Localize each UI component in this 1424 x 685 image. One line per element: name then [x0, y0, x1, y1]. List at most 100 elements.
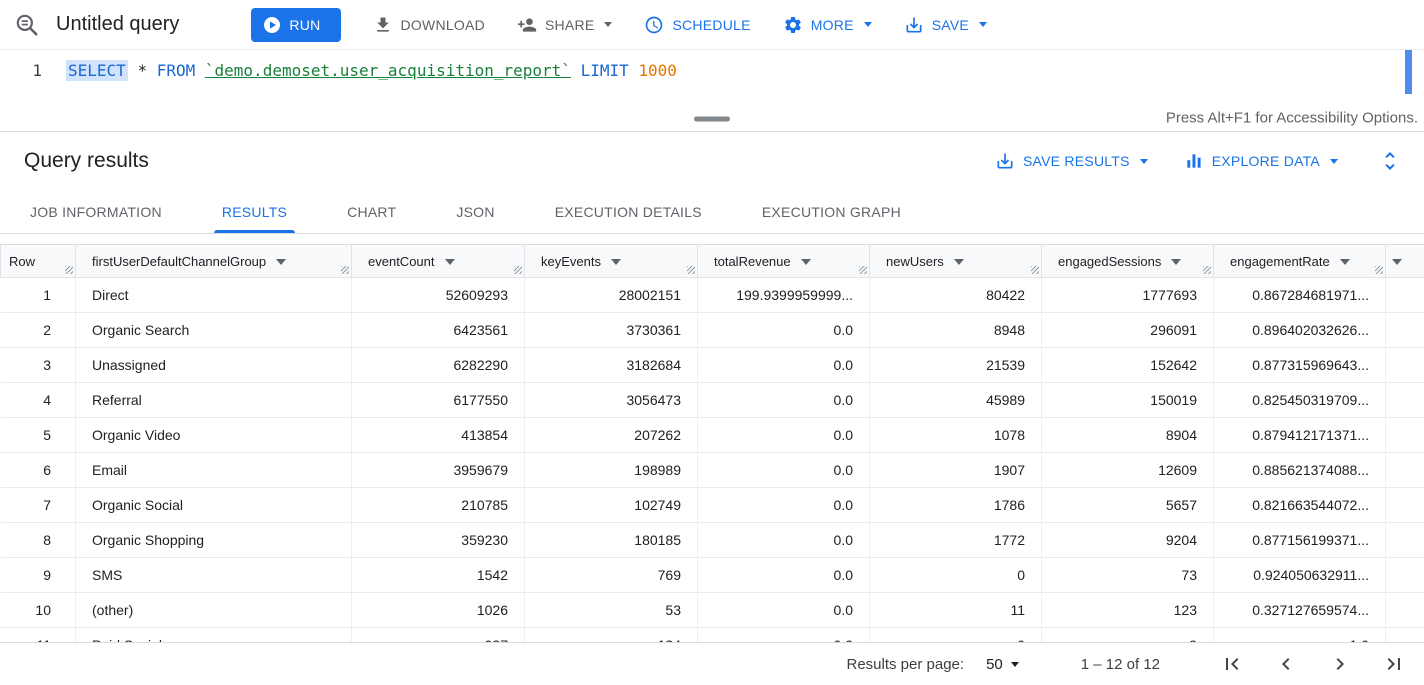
column-sort-dropdown-icon[interactable] [1392, 259, 1402, 265]
column-header-overflow[interactable] [1386, 245, 1424, 278]
run-button[interactable]: RUN [251, 8, 340, 42]
page-size-select[interactable]: 50 [986, 656, 1019, 673]
cell-engagedSessions: 150019 [1042, 383, 1214, 418]
cell-engagedSessions: 9 [1042, 628, 1214, 643]
last-page-button[interactable] [1374, 644, 1414, 684]
cell-engagementRate: 0.825450319709... [1214, 383, 1386, 418]
column-header-Row[interactable]: Row [1, 245, 76, 278]
column-resize-handle[interactable] [341, 266, 349, 274]
schedule-button[interactable]: SCHEDULE [644, 15, 750, 35]
unfold-more-icon [1378, 149, 1402, 173]
first-page-button[interactable] [1212, 644, 1252, 684]
tab-results[interactable]: RESULTS [192, 190, 317, 233]
column-sort-dropdown-icon[interactable] [1340, 259, 1350, 265]
cell-totalRevenue: 0.0 [698, 488, 870, 523]
cell-engagementRate: 0.877315969643... [1214, 348, 1386, 383]
editor-scrollbar[interactable] [1405, 50, 1412, 94]
query-title: Untitled query [56, 13, 179, 36]
table-row: 9SMS15427690.00730.924050632911... [1, 558, 1424, 593]
cell-firstUserDefaultChannelGroup: Direct [76, 278, 352, 313]
column-resize-handle[interactable] [1203, 266, 1211, 274]
row-number-cell: 3 [1, 348, 76, 383]
cell-newUsers: 21539 [870, 348, 1042, 383]
column-header-engagementRate[interactable]: engagementRate [1214, 245, 1386, 278]
column-resize-handle[interactable] [859, 266, 867, 274]
expand-results-button[interactable] [1378, 149, 1402, 173]
table-row: 3Unassigned628229031826840.0215391526420… [1, 348, 1424, 383]
cell-engagedSessions: 123 [1042, 593, 1214, 628]
tab-json[interactable]: JSON [426, 190, 524, 233]
panel-splitter[interactable]: Press Alt+F1 for Accessibility Options. [0, 107, 1424, 131]
column-sort-dropdown-icon[interactable] [276, 259, 286, 265]
cell-newUsers: 80422 [870, 278, 1042, 313]
cell-firstUserDefaultChannelGroup: Email [76, 453, 352, 488]
row-number-cell: 11 [1, 628, 76, 643]
query-toolbar: Untitled query RUN DOWNLOAD SHARE [0, 0, 1424, 50]
cell-overflow [1386, 593, 1424, 628]
cell-keyEvents: 28002151 [525, 278, 698, 313]
column-sort-dropdown-icon[interactable] [445, 259, 455, 265]
sql-keyword-from: FROM [157, 61, 196, 80]
sql-table-reference-link[interactable]: `demo.demoset.user_acquisition_report` [205, 61, 571, 80]
download-button[interactable]: DOWNLOAD [373, 15, 485, 35]
tab-job-information[interactable]: JOB INFORMATION [0, 190, 192, 233]
save-results-button[interactable]: SAVE RESULTS [995, 151, 1148, 171]
sql-editor[interactable]: 1 SELECT * FROM `demo.demoset.user_acqui… [0, 50, 1424, 107]
more-label: MORE [811, 17, 854, 33]
sql-code-line[interactable]: SELECT * FROM `demo.demoset.user_acquisi… [52, 59, 677, 107]
column-sort-dropdown-icon[interactable] [954, 259, 964, 265]
person-add-icon [517, 15, 537, 35]
tab-chart[interactable]: CHART [317, 190, 426, 233]
share-button[interactable]: SHARE [517, 15, 612, 35]
column-label: engagedSessions [1058, 254, 1161, 269]
cell-firstUserDefaultChannelGroup: (other) [76, 593, 352, 628]
cell-eventCount: 1542 [352, 558, 525, 593]
column-resize-handle[interactable] [1375, 266, 1383, 274]
cell-overflow [1386, 383, 1424, 418]
column-header-firstUserDefaultChannelGroup[interactable]: firstUserDefaultChannelGroup [76, 245, 352, 278]
column-header-keyEvents[interactable]: keyEvents [525, 245, 698, 278]
cell-keyEvents: 3182684 [525, 348, 698, 383]
drag-handle-icon[interactable] [694, 117, 730, 122]
column-header-newUsers[interactable]: newUsers [870, 245, 1042, 278]
cell-eventCount: 359230 [352, 523, 525, 558]
play-icon [263, 16, 281, 34]
column-header-eventCount[interactable]: eventCount [352, 245, 525, 278]
prev-page-button[interactable] [1266, 644, 1306, 684]
bigquery-query-page: Untitled query RUN DOWNLOAD SHARE [0, 0, 1424, 685]
column-sort-dropdown-icon[interactable] [801, 259, 811, 265]
cell-overflow [1386, 558, 1424, 593]
first-page-icon [1220, 652, 1244, 676]
line-number: 1 [32, 61, 42, 80]
cell-engagedSessions: 152642 [1042, 348, 1214, 383]
tab-execution-details[interactable]: EXECUTION DETAILS [525, 190, 732, 233]
next-page-button[interactable] [1320, 644, 1360, 684]
save-label: SAVE [932, 17, 969, 33]
column-resize-handle[interactable] [65, 266, 73, 274]
download-label: DOWNLOAD [401, 17, 485, 33]
cell-engagedSessions: 73 [1042, 558, 1214, 593]
column-resize-handle[interactable] [687, 266, 695, 274]
column-resize-handle[interactable] [514, 266, 522, 274]
save-button[interactable]: SAVE [904, 15, 987, 35]
explore-data-label: EXPLORE DATA [1212, 153, 1320, 169]
cell-keyEvents: 3056473 [525, 383, 698, 418]
cell-firstUserDefaultChannelGroup: Organic Shopping [76, 523, 352, 558]
cell-firstUserDefaultChannelGroup: Referral [76, 383, 352, 418]
column-label: totalRevenue [714, 254, 791, 269]
column-header-engagedSessions[interactable]: engagedSessions [1042, 245, 1214, 278]
sql-star: * [137, 61, 147, 80]
column-sort-dropdown-icon[interactable] [1171, 259, 1181, 265]
explore-data-button[interactable]: EXPLORE DATA [1184, 151, 1338, 171]
cell-newUsers: 1786 [870, 488, 1042, 523]
cell-keyEvents: 134 [525, 628, 698, 643]
sql-keyword-select: SELECT [66, 60, 128, 81]
column-resize-handle[interactable] [1031, 266, 1039, 274]
cell-eventCount: 6282290 [352, 348, 525, 383]
cell-engagedSessions: 296091 [1042, 313, 1214, 348]
column-sort-dropdown-icon[interactable] [611, 259, 621, 265]
tab-execution-graph[interactable]: EXECUTION GRAPH [732, 190, 931, 233]
column-header-totalRevenue[interactable]: totalRevenue [698, 245, 870, 278]
more-button[interactable]: MORE [783, 15, 872, 35]
dropdown-caret-icon [864, 22, 872, 27]
